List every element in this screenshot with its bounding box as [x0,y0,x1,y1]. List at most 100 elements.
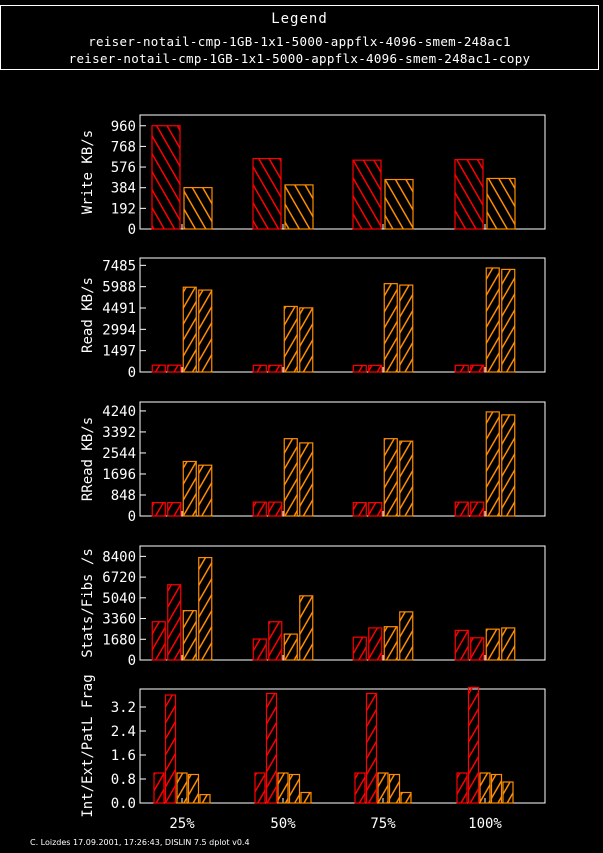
y-tick-label: 4491 [102,301,136,317]
bar [265,692,278,804]
bar [368,364,383,373]
bar [399,284,414,373]
y-tick-label: 7485 [102,258,136,274]
bar [167,364,182,373]
bar [456,772,468,804]
bar [268,501,283,517]
y-tick-label: 5040 [102,591,136,607]
bar [151,502,166,517]
bar [268,621,283,661]
bar [167,584,182,661]
bar [268,364,283,373]
y-tick-label: 3360 [102,612,136,628]
x-category-label: 25% [169,816,195,832]
bar [470,501,485,517]
bar [490,773,503,804]
bar [383,283,398,373]
bar [182,460,197,517]
y-tick-label: 1680 [102,632,136,648]
x-category-label: 100% [468,816,502,832]
legend-entry: reiser-notail-cmp-1GB-1x1-5000-appflx-40… [68,51,531,66]
bar [352,159,382,230]
y-tick-label: 3.2 [111,700,136,716]
bar [470,637,485,661]
bar [485,628,500,661]
bar [252,638,267,661]
bar [486,177,516,230]
bar [501,627,516,661]
bar [284,184,314,230]
bar [454,629,469,661]
bar [388,773,401,804]
y-tick-label: 0.8 [111,772,136,788]
bar [501,268,516,373]
y-tick-label: 1.6 [111,748,136,764]
y-tick-label: 0 [128,222,136,238]
legend-box: Legend reiser-notail-cmp-1GB-1x1-5000-ap… [0,5,599,70]
bar [182,286,197,373]
x-category-label: 50% [270,816,296,832]
plot-frame [139,257,546,373]
bar [454,159,484,230]
bar [399,611,414,661]
bar [198,289,213,373]
bar [368,502,383,517]
bar [354,772,366,804]
y-tick-label: 384 [111,181,136,197]
bar [187,773,200,804]
bar [352,502,367,517]
bar [182,610,197,661]
bar [377,772,389,804]
bar [479,772,491,804]
bar [252,364,267,373]
plot-frame [139,114,546,230]
y-tick-label: 0.0 [111,796,136,812]
bar [151,125,181,230]
bar [164,694,177,804]
y-axis-label: Int/Ext/PatL Frag [80,674,96,817]
y-tick-label: 576 [111,160,136,176]
y-tick-label: 2.4 [111,724,136,740]
y-tick-label: 0 [128,653,136,669]
bar [299,442,314,517]
bar [352,364,367,373]
bar [502,781,514,804]
bar [501,414,516,517]
bar-chart: 0 192 384 576 768 960 Write KB/s 0 1497 2994 4491 5… [80,114,546,832]
y-tick-label: 5988 [102,280,136,296]
bar [470,364,485,373]
y-tick-label: 192 [111,201,136,217]
y-axis-label: Write KB/s [80,130,96,214]
bar [300,791,312,804]
y-tick-label: 768 [111,139,136,155]
bar [176,772,188,804]
plot-frame [139,545,546,661]
y-tick-label: 6720 [102,570,136,586]
bar [167,502,182,517]
bar [467,686,480,804]
bar [365,692,378,804]
bar [283,305,298,373]
bar [283,438,298,517]
bar [252,501,267,517]
y-tick-label: 4240 [102,404,136,420]
bar [153,772,165,804]
y-axis-label: Stats/Fibs /s [80,548,96,658]
bar [454,364,469,373]
x-category-label: 75% [370,816,396,832]
bar [400,791,412,804]
y-tick-label: 1696 [102,467,136,483]
bar [198,556,213,661]
footer-credit: C. Loizdes 17.09.2001, 17:26:43, DISLIN … [30,838,250,847]
bar [299,595,314,661]
bar [485,267,500,373]
y-tick-label: 8400 [102,549,136,565]
bar [384,178,414,230]
bar [383,438,398,517]
y-axis-label: Read KB/s [80,277,96,353]
legend-entry: reiser-notail-cmp-1GB-1x1-5000-appflx-40… [88,34,511,49]
y-tick-label: 2994 [102,322,136,338]
bar [368,627,383,661]
plot-frame [139,688,546,804]
bar [252,157,282,230]
